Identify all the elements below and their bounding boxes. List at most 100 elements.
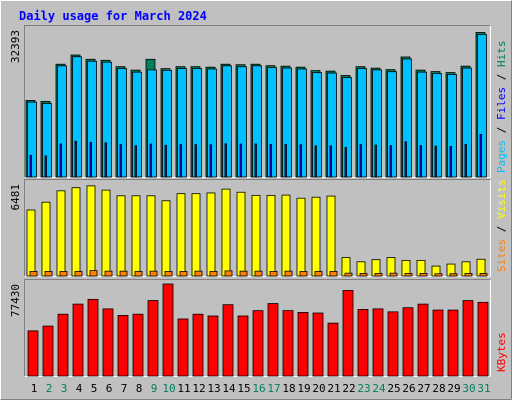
kbytes-bar-day-19 xyxy=(297,312,309,377)
pages-bar-day-9 xyxy=(147,69,157,178)
kbytes-bar-day-7 xyxy=(117,315,129,377)
day-label-13: 13 xyxy=(207,382,220,395)
sites-bar-day-8-body xyxy=(134,271,143,277)
pages-bar-day-2 xyxy=(42,103,52,178)
kbytes-bar-day-7-body xyxy=(117,315,129,377)
day-label-25: 25 xyxy=(387,382,400,395)
sites-bar-day-15 xyxy=(239,270,248,277)
visits-bar-day-2 xyxy=(41,201,51,277)
chart-title: Daily usage for March 2024 xyxy=(19,9,207,23)
files-bar-day-12 xyxy=(194,144,197,178)
sites-bar-day-2 xyxy=(44,271,53,277)
visits-bar-day-8 xyxy=(131,195,141,277)
files-bar-day-21 xyxy=(329,145,332,178)
kbytes-bar-day-6 xyxy=(102,308,114,377)
pages-bar-day-24 xyxy=(372,69,382,178)
files-bar-day-10-body xyxy=(164,144,167,178)
legend-entry-files: Files xyxy=(495,87,508,120)
pages-bar-day-8-body xyxy=(132,71,142,178)
files-bar-day-26 xyxy=(404,141,407,178)
sites-bar-day-5 xyxy=(89,270,98,277)
visits-bar-day-16 xyxy=(251,194,261,277)
visits-bar-day-13-body xyxy=(206,192,216,277)
files-bar-day-1-body xyxy=(29,154,32,178)
kbytes-bar-day-28-body xyxy=(432,309,444,377)
visits-bar-day-21 xyxy=(326,195,336,277)
sites-bar-day-26 xyxy=(404,273,413,277)
files-bar-day-11 xyxy=(179,144,182,178)
kbytes-bar-day-17 xyxy=(267,303,279,377)
pages-bar-day-29 xyxy=(447,74,457,178)
kbytes-bar-day-9-body xyxy=(147,300,159,377)
day-label-14: 14 xyxy=(222,382,236,395)
sites-bar-day-25 xyxy=(389,272,398,277)
legend-separator: / xyxy=(495,120,508,140)
pages-bar-day-28 xyxy=(432,73,442,178)
files-bar-day-22 xyxy=(344,146,347,178)
files-bar-day-31-body xyxy=(479,133,482,178)
day-label-30: 30 xyxy=(462,382,475,395)
visits-bar-day-7 xyxy=(116,195,126,277)
legend-entry-sites: Sites xyxy=(495,239,508,272)
files-bar-day-5-body xyxy=(89,142,92,178)
kbytes-bar-day-5 xyxy=(87,298,99,377)
sites-bar-day-3-body xyxy=(59,271,68,277)
kbytes-bar-day-15 xyxy=(237,315,249,377)
sites-bar-day-10-body xyxy=(164,271,173,277)
sites-bar-day-14-body xyxy=(224,270,233,277)
pages-bar-day-21 xyxy=(327,72,337,178)
kbytes-bar-day-30-body xyxy=(462,300,474,377)
files-bar-day-29-body xyxy=(449,145,452,178)
visits-bar-day-15-body xyxy=(236,191,246,277)
files-bar-day-16 xyxy=(254,143,257,178)
files-bar-day-9-body xyxy=(149,143,152,178)
pages-bar-day-11 xyxy=(177,68,187,178)
pages-bar-day-2-body xyxy=(42,103,52,178)
files-bar-day-18 xyxy=(284,144,287,178)
kbytes-bar-day-17-body xyxy=(267,303,279,377)
kbytes-bar-day-13 xyxy=(207,315,219,377)
kbytes-bar-day-24-body xyxy=(372,308,384,377)
sites-bar-day-18-body xyxy=(284,270,293,277)
visits-bar-day-12-body xyxy=(191,193,201,277)
pages-bar-day-10 xyxy=(162,69,172,178)
pages-bar-day-3-body xyxy=(57,65,67,178)
kbytes-bar-day-20 xyxy=(312,312,324,377)
pages-bar-day-17 xyxy=(267,67,277,178)
kbytes-bar-day-20-body xyxy=(312,312,324,377)
files-bar-day-20-body xyxy=(314,145,317,178)
sites-bar-day-15-body xyxy=(239,270,248,277)
sites-bar-day-26-body xyxy=(404,273,413,277)
sites-bar-day-17 xyxy=(269,271,278,277)
day-label-2: 2 xyxy=(46,382,53,395)
visits-bar-day-6-body xyxy=(101,189,111,277)
day-label-11: 11 xyxy=(177,382,190,395)
pages-bar-day-27 xyxy=(417,71,427,178)
visits-bar-day-4-body xyxy=(71,187,81,277)
visits-bar-day-10 xyxy=(161,200,171,277)
pages-bar-day-16 xyxy=(252,65,262,178)
files-bar-day-14-body xyxy=(224,143,227,178)
sites-bar-day-14 xyxy=(224,270,233,277)
sites-bar-day-6 xyxy=(104,270,113,277)
sites-bar-day-9-body xyxy=(149,270,158,277)
kbytes-bar-day-15-body xyxy=(237,315,249,377)
sites-bar-day-19 xyxy=(299,271,308,277)
pages-bar-day-4-body xyxy=(72,56,82,178)
legend-separator: / xyxy=(495,219,508,239)
sites-bar-day-16 xyxy=(254,270,263,277)
kbytes-bar-day-25-body xyxy=(387,311,399,377)
kbytes-bar-day-14 xyxy=(222,304,234,377)
pages-bar-day-18-body xyxy=(282,67,292,178)
sites-bar-day-21-body xyxy=(329,271,338,277)
sites-bar-day-9 xyxy=(149,270,158,277)
pages-bar-day-6 xyxy=(102,61,112,178)
kbytes-bar-day-31 xyxy=(477,301,489,377)
sites-bar-day-4 xyxy=(74,271,83,277)
sites-bar-day-24-body xyxy=(374,273,383,277)
kbytes-bar-day-5-body xyxy=(87,298,99,377)
legend-kbytes: KBytes xyxy=(495,332,508,372)
pages-bar-day-21-body xyxy=(327,72,337,178)
